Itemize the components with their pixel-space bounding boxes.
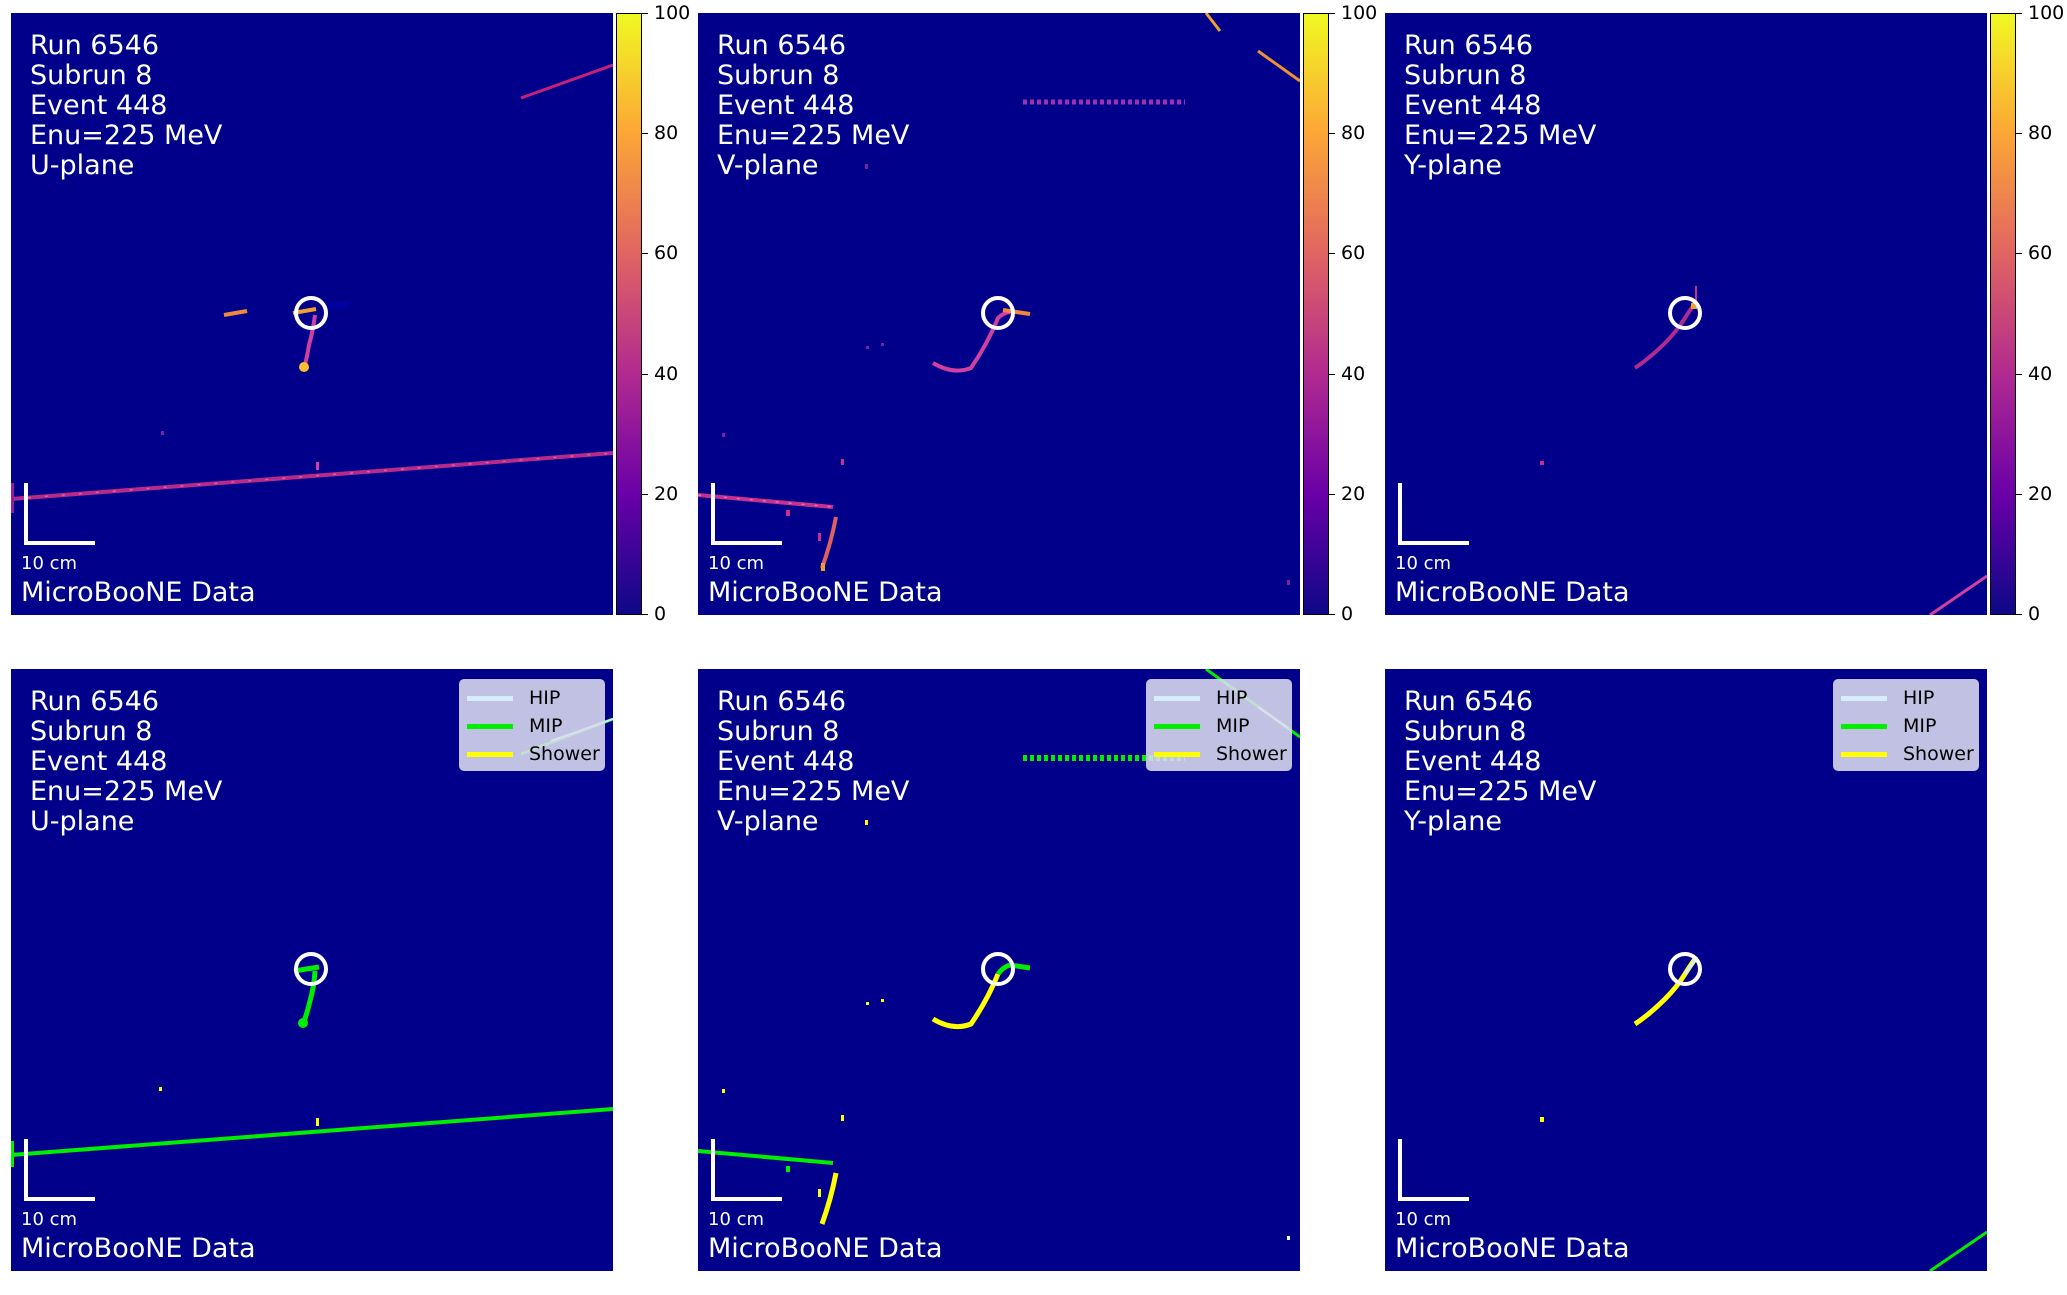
scale-bar-label: 10 cm bbox=[1395, 553, 1452, 574]
subrun-label: Subrun 8 bbox=[30, 716, 153, 747]
legend-mip: MIP bbox=[529, 715, 563, 737]
data-credit: MicroBooNE Data bbox=[21, 1233, 256, 1264]
colorbar-y-plane: 100 80 60 40 20 0 bbox=[1990, 2, 2064, 625]
event-display-y-raw bbox=[1385, 13, 1987, 615]
event-label: Event 448 bbox=[1404, 746, 1542, 777]
event-label: Event 448 bbox=[717, 90, 855, 121]
plane-label: U-plane bbox=[30, 150, 135, 181]
colorbar-tick-20: 20 bbox=[2028, 483, 2053, 505]
colorbar-tick-20: 20 bbox=[654, 483, 679, 505]
particle-legend: HIP MIP Shower bbox=[1833, 679, 1979, 771]
scale-bar-label: 10 cm bbox=[21, 1209, 78, 1230]
colorbar-tick-40: 40 bbox=[1341, 363, 1366, 385]
run-label: Run 6546 bbox=[30, 30, 160, 61]
subrun-label: Subrun 8 bbox=[30, 60, 153, 91]
event-label: Event 448 bbox=[717, 746, 855, 777]
legend-shower: Shower bbox=[1903, 743, 1974, 765]
legend-hip: HIP bbox=[529, 687, 561, 709]
legend-shower: Shower bbox=[529, 743, 600, 765]
colorbar-tick-60: 60 bbox=[1341, 242, 1366, 264]
colorbar-tick-60: 60 bbox=[654, 242, 679, 264]
hip-swatch bbox=[1841, 695, 1887, 701]
scale-bar-label: 10 cm bbox=[21, 553, 78, 574]
energy-label: Enu=225 MeV bbox=[1404, 776, 1597, 807]
event-display-u-raw bbox=[11, 13, 613, 615]
event-info: Run 6546 Subrun 8 Event 448 Enu=225 MeV … bbox=[717, 687, 909, 837]
colorbar-tick-100: 100 bbox=[2028, 2, 2065, 24]
colorbar-tick-60: 60 bbox=[2028, 242, 2053, 264]
shower-swatch bbox=[1154, 751, 1200, 757]
subrun-label: Subrun 8 bbox=[717, 716, 840, 747]
legend-hip: HIP bbox=[1216, 687, 1248, 709]
run-label: Run 6546 bbox=[717, 686, 847, 717]
colorbar-v-plane: 100 80 60 40 20 0 bbox=[1303, 2, 1377, 625]
data-credit: MicroBooNE Data bbox=[1395, 1233, 1630, 1264]
event-info: Run 6546 Subrun 8 Event 448 Enu=225 MeV … bbox=[1404, 687, 1596, 837]
plane-label: U-plane bbox=[30, 806, 135, 837]
legend-shower: Shower bbox=[1216, 743, 1287, 765]
scale-bar-label: 10 cm bbox=[708, 553, 765, 574]
scale-bar-label: 10 cm bbox=[1395, 1209, 1452, 1230]
hip-swatch bbox=[467, 695, 513, 701]
colorbar-tick-20: 20 bbox=[1341, 483, 1366, 505]
particle-legend: HIP MIP Shower bbox=[1146, 679, 1292, 771]
data-credit: MicroBooNE Data bbox=[21, 577, 256, 608]
colorbar-u-plane: 100 80 60 40 20 0 bbox=[616, 2, 690, 625]
image-panel-v-plane-raw: Run 6546 Subrun 8 Event 448 Enu=225 MeV … bbox=[698, 13, 1300, 615]
plane-label: Y-plane bbox=[1404, 806, 1502, 837]
image-panel-y-plane-labels: Run 6546 Subrun 8 Event 448 Enu=225 MeV … bbox=[1385, 669, 1987, 1271]
shower-swatch bbox=[1841, 751, 1887, 757]
event-info: Run 6546 Subrun 8 Event 448 Enu=225 MeV … bbox=[1404, 31, 1596, 181]
image-panel-u-plane-labels: Run 6546 Subrun 8 Event 448 Enu=225 MeV … bbox=[11, 669, 613, 1271]
energy-label: Enu=225 MeV bbox=[717, 776, 910, 807]
energy-label: Enu=225 MeV bbox=[1404, 120, 1597, 151]
subrun-label: Subrun 8 bbox=[1404, 60, 1527, 91]
hip-swatch bbox=[1154, 695, 1200, 701]
plane-label: V-plane bbox=[717, 806, 819, 837]
event-label: Event 448 bbox=[1404, 90, 1542, 121]
colorbar-tick-100: 100 bbox=[654, 2, 691, 24]
event-display-v-raw bbox=[698, 13, 1300, 615]
subrun-label: Subrun 8 bbox=[717, 60, 840, 91]
run-label: Run 6546 bbox=[1404, 686, 1534, 717]
colorbar-tick-0: 0 bbox=[1341, 603, 1354, 625]
data-credit: MicroBooNE Data bbox=[1395, 577, 1630, 608]
image-panel-v-plane-labels: Run 6546 Subrun 8 Event 448 Enu=225 MeV … bbox=[698, 669, 1300, 1271]
colorbar-tick-0: 0 bbox=[654, 603, 667, 625]
event-info: Run 6546 Subrun 8 Event 448 Enu=225 MeV … bbox=[717, 31, 909, 181]
scale-bar-label: 10 cm bbox=[708, 1209, 765, 1230]
run-label: Run 6546 bbox=[717, 30, 847, 61]
run-label: Run 6546 bbox=[1404, 30, 1534, 61]
plane-label: Y-plane bbox=[1404, 150, 1502, 181]
mip-swatch bbox=[1841, 723, 1887, 729]
energy-label: Enu=225 MeV bbox=[30, 120, 223, 151]
particle-legend: HIP MIP Shower bbox=[459, 679, 605, 771]
colorbar-tick-80: 80 bbox=[1341, 122, 1366, 144]
colorbar-tick-100: 100 bbox=[1341, 2, 1378, 24]
event-info: Run 6546 Subrun 8 Event 448 Enu=225 MeV … bbox=[30, 31, 222, 181]
legend-hip: HIP bbox=[1903, 687, 1935, 709]
energy-label: Enu=225 MeV bbox=[717, 120, 910, 151]
shower-swatch bbox=[467, 751, 513, 757]
data-credit: MicroBooNE Data bbox=[708, 577, 943, 608]
colorbar-tick-40: 40 bbox=[2028, 363, 2053, 385]
colorbar-tick-80: 80 bbox=[2028, 122, 2053, 144]
colorbar-tick-40: 40 bbox=[654, 363, 679, 385]
image-panel-y-plane-raw: Run 6546 Subrun 8 Event 448 Enu=225 MeV … bbox=[1385, 13, 1987, 615]
energy-label: Enu=225 MeV bbox=[30, 776, 223, 807]
run-label: Run 6546 bbox=[30, 686, 160, 717]
mip-swatch bbox=[467, 723, 513, 729]
colorbar-tick-0: 0 bbox=[2028, 603, 2041, 625]
plane-label: V-plane bbox=[717, 150, 819, 181]
event-label: Event 448 bbox=[30, 746, 168, 777]
event-label: Event 448 bbox=[30, 90, 168, 121]
legend-mip: MIP bbox=[1903, 715, 1937, 737]
image-panel-u-plane-raw: Run 6546 Subrun 8 Event 448 Enu=225 MeV … bbox=[11, 13, 613, 615]
subrun-label: Subrun 8 bbox=[1404, 716, 1527, 747]
legend-mip: MIP bbox=[1216, 715, 1250, 737]
data-credit: MicroBooNE Data bbox=[708, 1233, 943, 1264]
mip-swatch bbox=[1154, 723, 1200, 729]
colorbar-tick-80: 80 bbox=[654, 122, 679, 144]
event-info: Run 6546 Subrun 8 Event 448 Enu=225 MeV … bbox=[30, 687, 222, 837]
